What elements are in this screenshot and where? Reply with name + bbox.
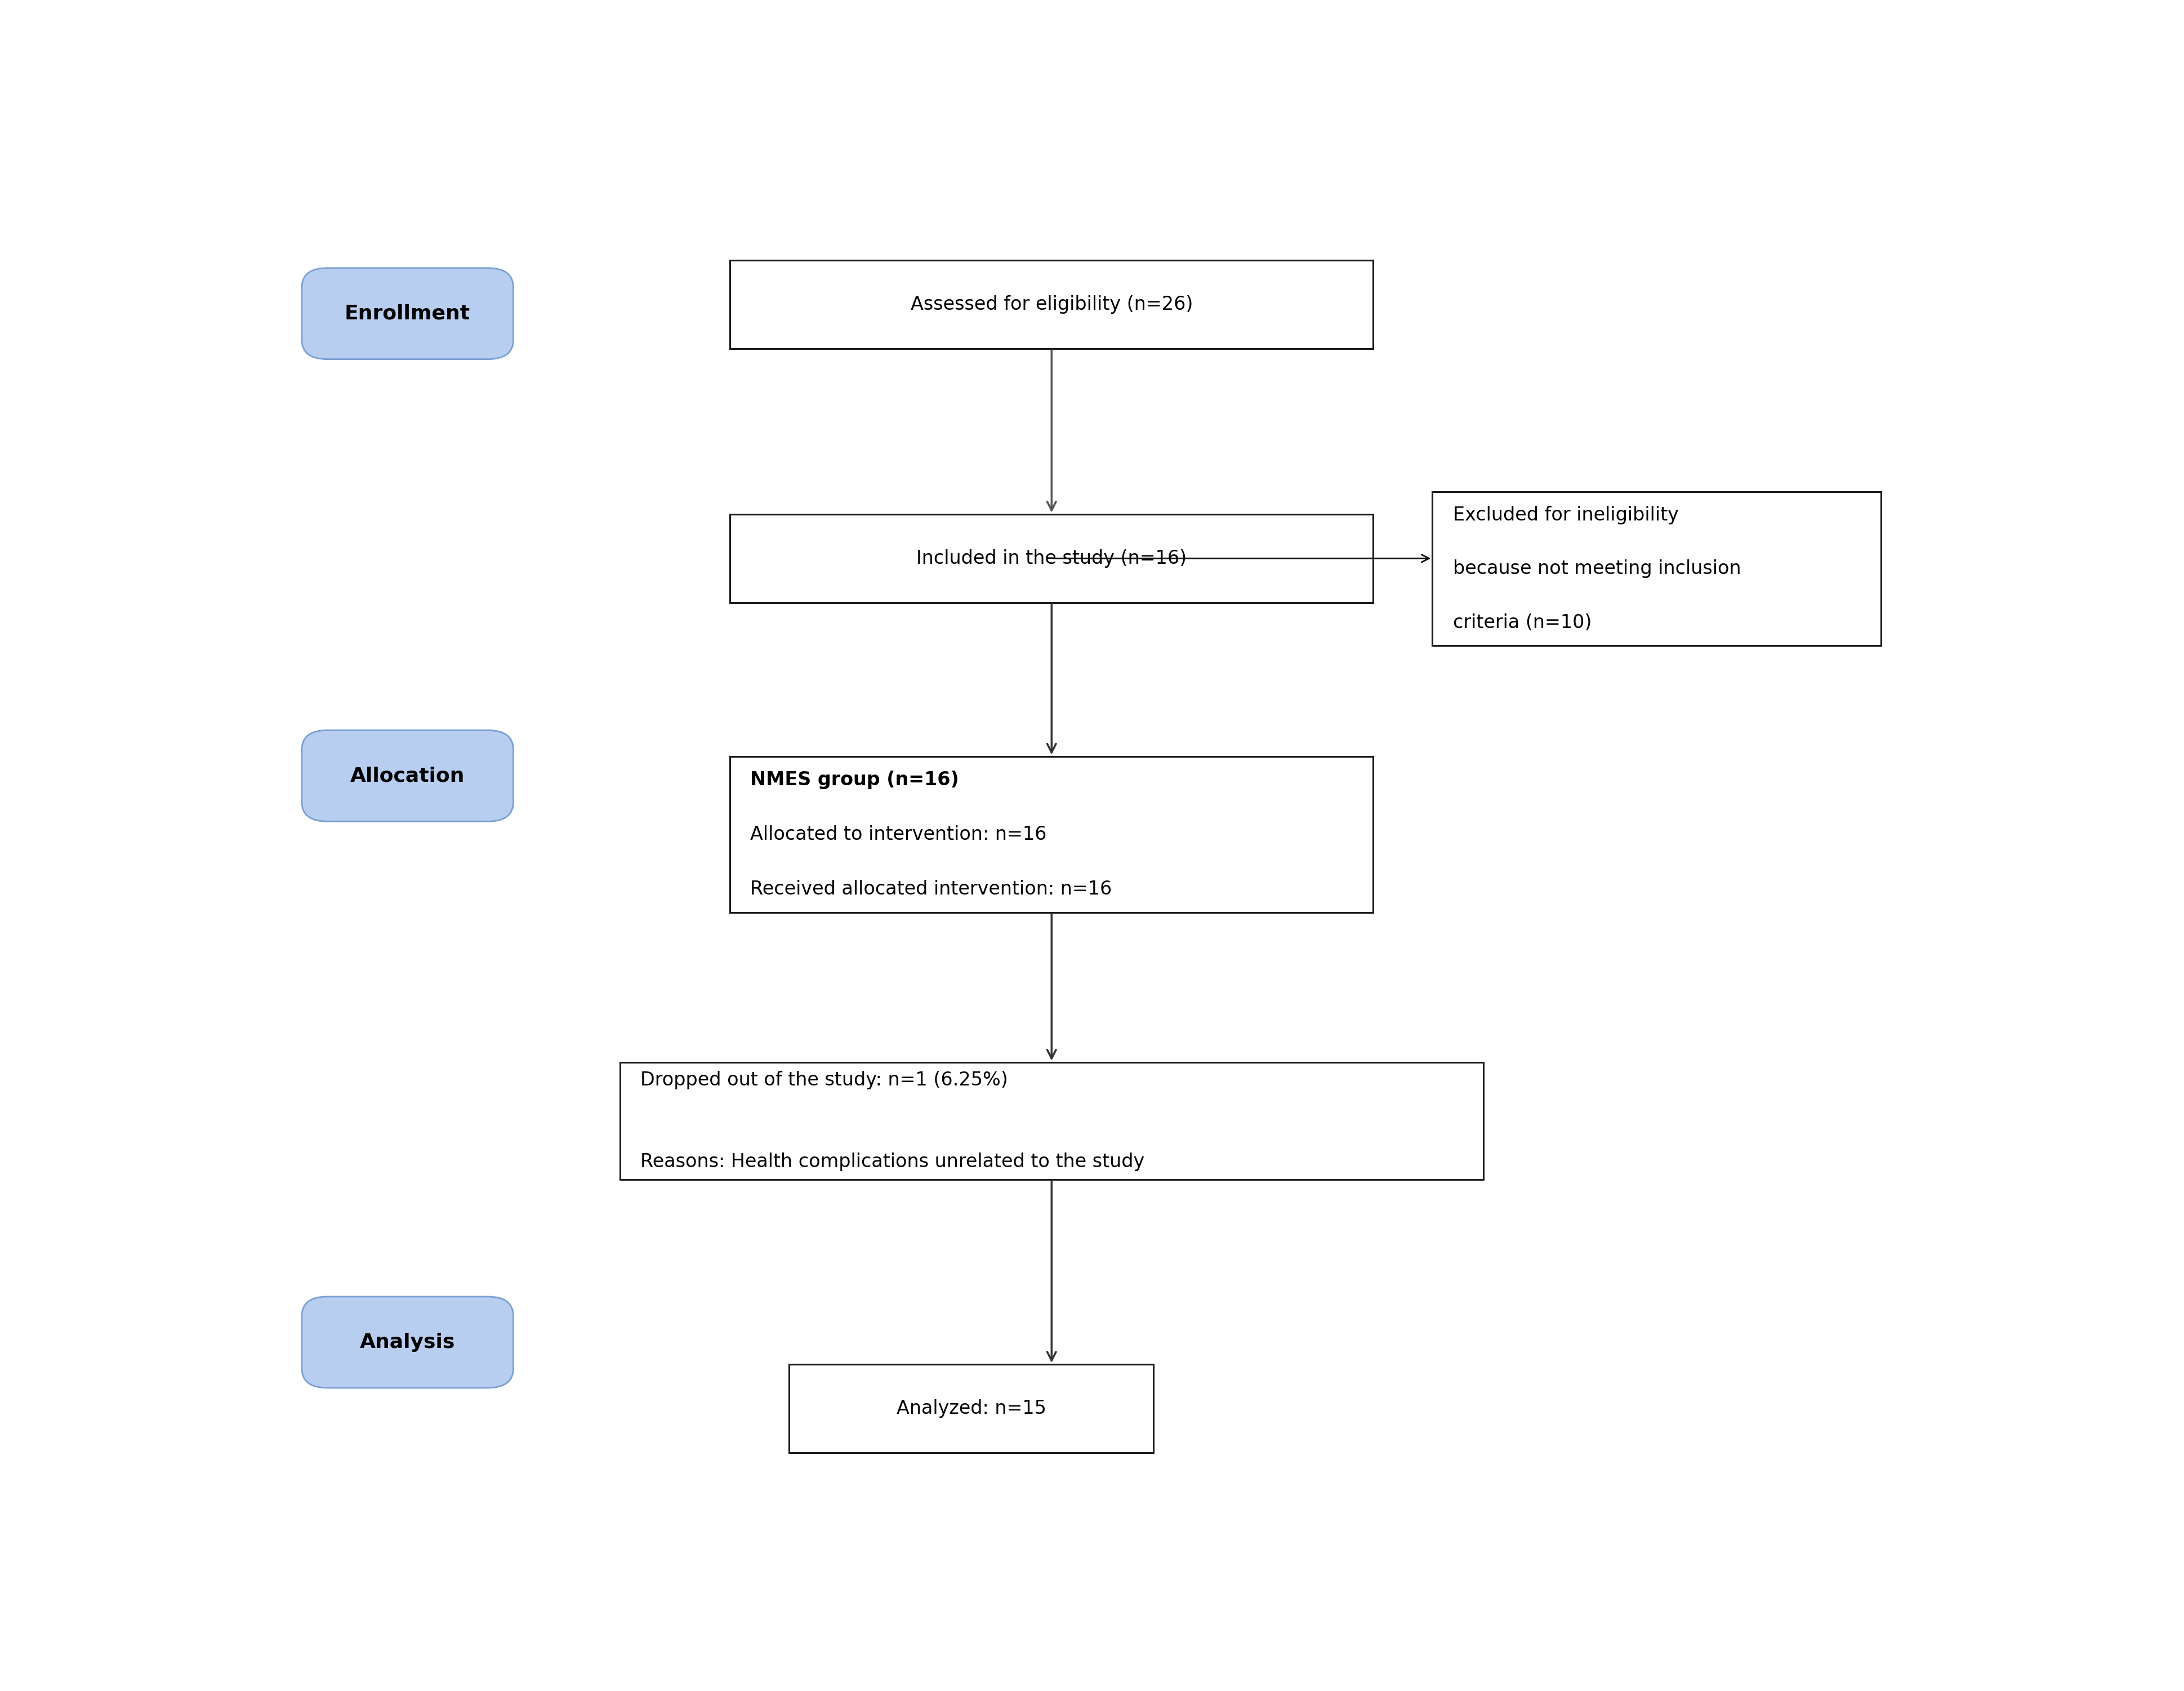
FancyBboxPatch shape bbox=[729, 260, 1374, 348]
FancyBboxPatch shape bbox=[301, 267, 513, 358]
Text: Analysis: Analysis bbox=[360, 1333, 454, 1351]
Text: Analyzed: n=15: Analyzed: n=15 bbox=[895, 1400, 1046, 1419]
FancyBboxPatch shape bbox=[788, 1365, 1153, 1453]
FancyBboxPatch shape bbox=[729, 756, 1374, 913]
Text: Assessed for eligibility (n=26): Assessed for eligibility (n=26) bbox=[911, 296, 1192, 315]
Text: Excluded for ineligibility: Excluded for ineligibility bbox=[1452, 506, 1679, 524]
FancyBboxPatch shape bbox=[729, 514, 1374, 602]
Text: Received allocated intervention: n=16: Received allocated intervention: n=16 bbox=[751, 879, 1112, 898]
Text: Allocated to intervention: n=16: Allocated to intervention: n=16 bbox=[751, 825, 1046, 844]
Text: Enrollment: Enrollment bbox=[345, 304, 470, 323]
FancyBboxPatch shape bbox=[301, 731, 513, 822]
Text: NMES group (n=16): NMES group (n=16) bbox=[751, 771, 959, 790]
Text: Included in the study (n=16): Included in the study (n=16) bbox=[917, 550, 1186, 568]
FancyBboxPatch shape bbox=[301, 1297, 513, 1388]
FancyBboxPatch shape bbox=[620, 1062, 1483, 1180]
Text: Dropped out of the study: n=1 (6.25%): Dropped out of the study: n=1 (6.25%) bbox=[640, 1070, 1007, 1089]
Text: criteria (n=10): criteria (n=10) bbox=[1452, 614, 1592, 632]
FancyBboxPatch shape bbox=[1433, 492, 1880, 646]
Text: Allocation: Allocation bbox=[349, 766, 465, 785]
Text: because not meeting inclusion: because not meeting inclusion bbox=[1452, 560, 1741, 578]
Text: Reasons: Health complications unrelated to the study: Reasons: Health complications unrelated … bbox=[640, 1153, 1144, 1172]
